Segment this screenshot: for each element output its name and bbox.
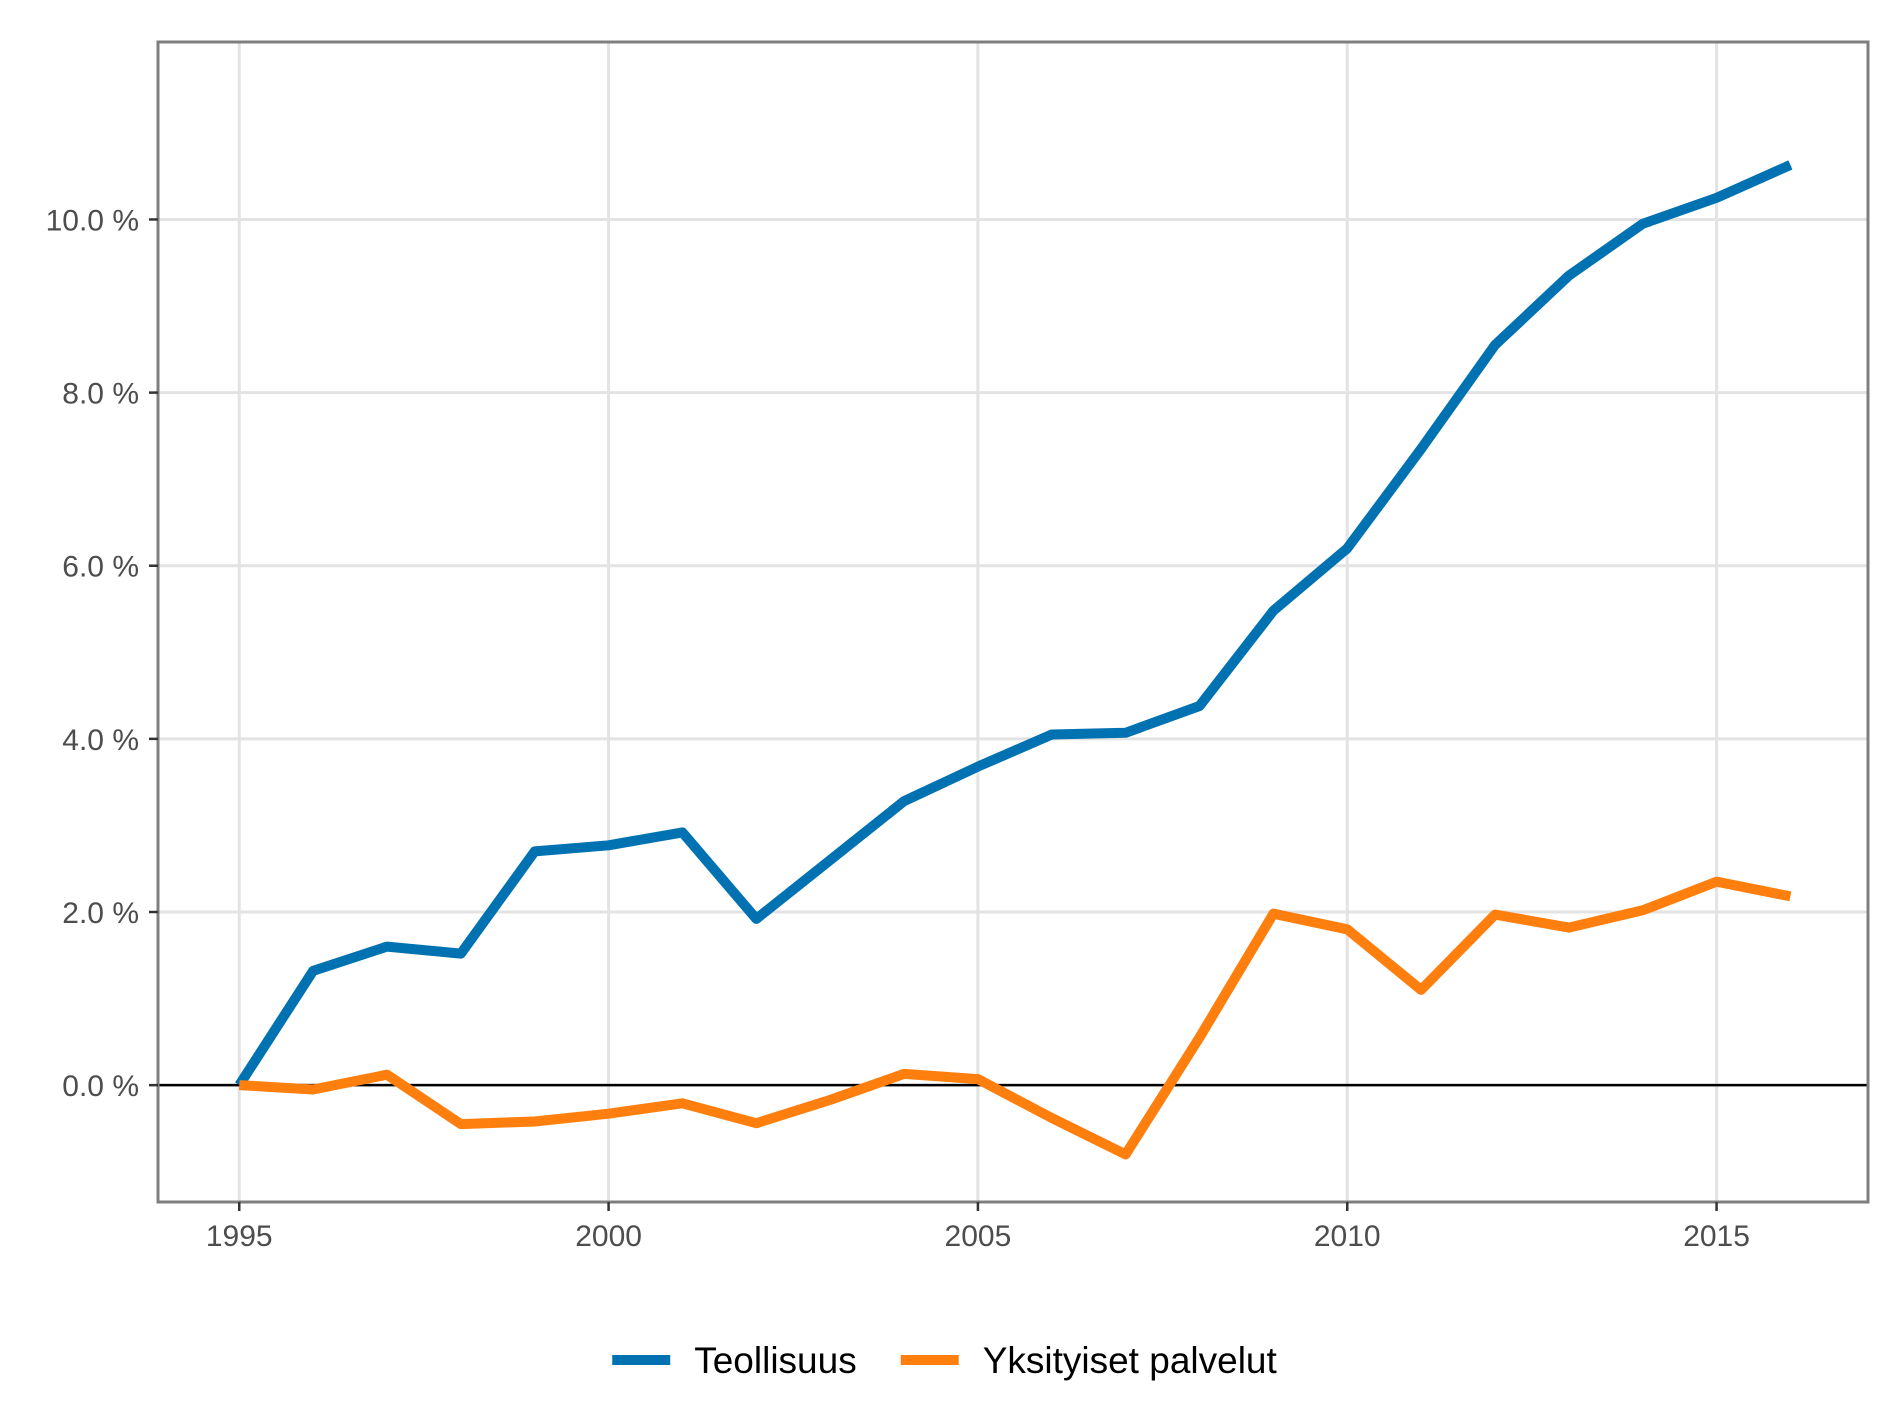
x-tick-label: 2005: [945, 1220, 1012, 1253]
y-tick-label: 4.0 %: [62, 724, 139, 757]
y-tick-label: 8.0 %: [62, 378, 139, 411]
y-tick-label: 2.0 %: [62, 897, 139, 930]
axis-ticks: [149, 218, 1718, 1211]
x-tick-label: 2010: [1314, 1220, 1381, 1253]
y-tick-label: 6.0 %: [62, 551, 139, 584]
y-tick-label: 10.0 %: [46, 204, 139, 237]
x-tick-label: 1995: [206, 1220, 273, 1253]
plot-panel-border: [156, 40, 1870, 1204]
series-layer: [235, 160, 1793, 1160]
legend: Teollisuus Yksityiset palvelut: [612, 1340, 1277, 1381]
y-tick-label: 0.0 %: [62, 1070, 139, 1103]
y-axis-tick-labels: 0.0 % 2.0 % 4.0 % 6.0 % 8.0 % 10.0 %: [46, 204, 139, 1103]
x-tick-label: 2000: [575, 1220, 642, 1253]
series-line-2: [239, 876, 1792, 1160]
legend-label: Teollisuus: [694, 1340, 856, 1381]
x-axis-tick-labels: 1995 2000 2005 2010 2015: [206, 1220, 1750, 1253]
legend-label: Yksityiset palvelut: [983, 1340, 1278, 1381]
x-tick-label: 2015: [1683, 1220, 1750, 1253]
series-line-1: [235, 160, 1793, 1088]
